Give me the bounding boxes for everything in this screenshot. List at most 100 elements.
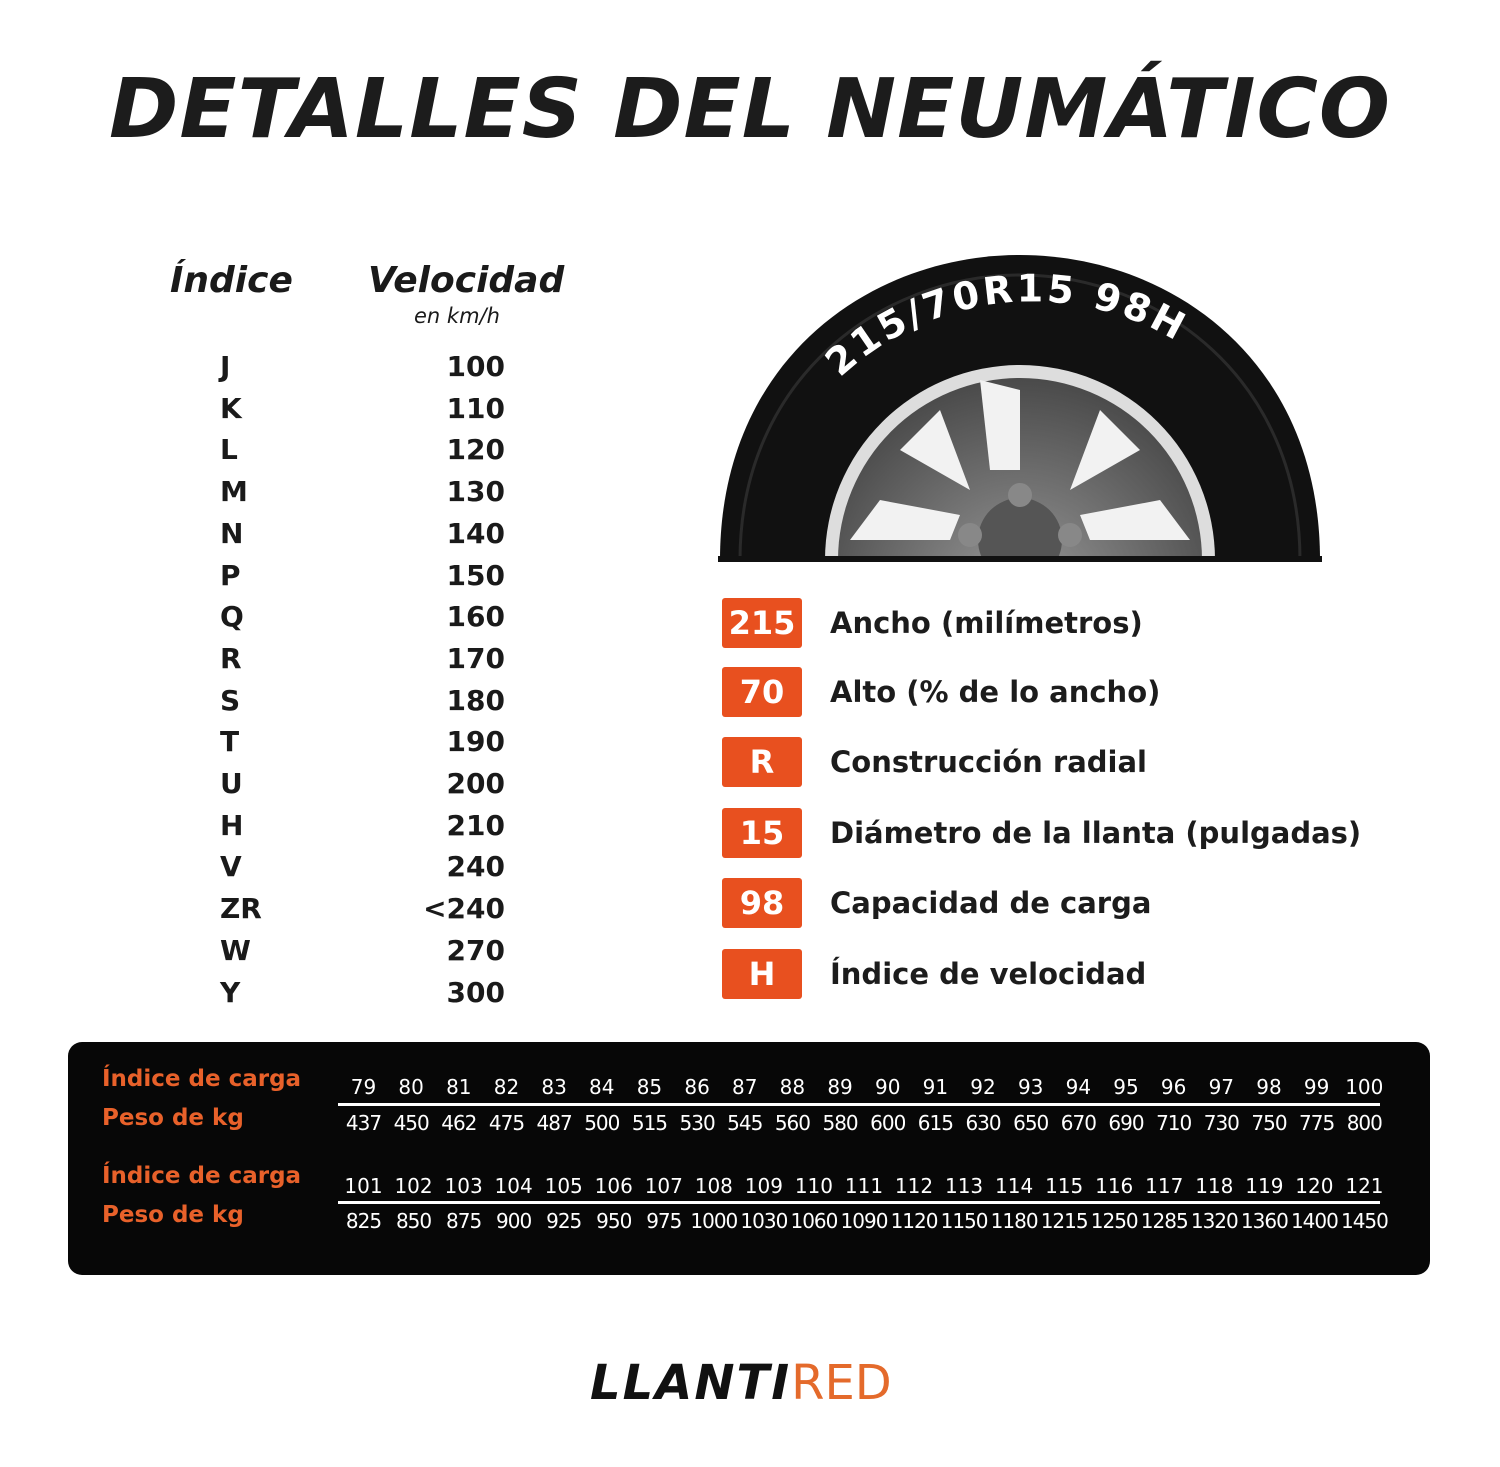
speed-index-header: Índice <box>170 260 293 301</box>
weight-value: 462 <box>441 1111 477 1135</box>
load-index-value: 79 <box>350 1075 377 1099</box>
weight-value: 800 <box>1346 1111 1383 1135</box>
code-badge: 215 <box>722 598 802 648</box>
speed-value: 150 <box>446 558 505 592</box>
load-index-value: 115 <box>1045 1174 1084 1198</box>
speed-row: W 270 <box>0 934 620 976</box>
weight-value: 600 <box>870 1111 906 1135</box>
weight-value: 1180 <box>990 1209 1039 1233</box>
code-badge: 15 <box>722 808 802 858</box>
weight-label: Peso de kg <box>102 1202 244 1228</box>
legend-item: R Construcción radial <box>722 737 1147 787</box>
load-index-value: 94 <box>1065 1075 1092 1099</box>
speed-index: M <box>220 475 248 509</box>
load-index-value: 96 <box>1160 1075 1187 1099</box>
code-badge: 98 <box>722 878 802 928</box>
load-index-value: 113 <box>944 1174 984 1198</box>
weight-value: 975 <box>646 1209 682 1233</box>
weight-value: 580 <box>822 1111 858 1135</box>
speed-index: R <box>220 641 242 675</box>
speed-value: 100 <box>446 350 505 383</box>
weight-value: 1120 <box>890 1209 939 1233</box>
legend-label: Construcción radial <box>830 745 1147 779</box>
load-index-value: 116 <box>1095 1174 1134 1198</box>
speed-value: 130 <box>446 475 505 509</box>
code-badge: H <box>722 949 802 999</box>
speed-row: ZR <240 <box>0 892 620 934</box>
weight-value: 1250 <box>1090 1209 1139 1233</box>
weight-value: 530 <box>679 1111 716 1135</box>
speed-index: U <box>220 767 243 800</box>
legend-label: Índice de velocidad <box>830 957 1147 991</box>
weight-value: 450 <box>393 1111 430 1135</box>
logo-text-orange: RED <box>791 1355 892 1411</box>
load-index-value: 114 <box>995 1174 1034 1198</box>
speed-value: 270 <box>446 933 505 967</box>
load-index-value: 89 <box>827 1075 853 1099</box>
load-index-value: 84 <box>589 1075 615 1099</box>
weight-value: 1400 <box>1290 1209 1339 1233</box>
weight-value: 1060 <box>790 1209 838 1233</box>
load-index-value: 101 <box>344 1174 383 1198</box>
load-index-value: 80 <box>398 1075 424 1099</box>
speed-row: J 100 <box>0 350 620 392</box>
divider <box>338 1103 1380 1106</box>
load-index-value: 109 <box>744 1174 783 1198</box>
speed-row: Y 300 <box>0 976 620 1018</box>
weight-value: 560 <box>774 1111 811 1135</box>
divider <box>338 1201 1380 1204</box>
weight-row: 437 450 462 475 487 500 515 530 545 560 580 600 615 6… <box>340 1111 1388 1135</box>
speed-row: V 240 <box>0 850 620 892</box>
weight-value: 630 <box>965 1111 1001 1135</box>
load-index-value: 118 <box>1195 1174 1234 1198</box>
load-index-row: 101 102 103 104 105 106 107 108 109 110 111 112 113 1… <box>340 1174 1388 1198</box>
load-index-value: 102 <box>394 1174 433 1198</box>
load-index-value: 86 <box>684 1075 710 1099</box>
speed-unit: en km/h <box>414 304 500 328</box>
speed-value: 300 <box>446 975 505 1009</box>
load-index-value: 87 <box>732 1075 758 1099</box>
load-index-value: 97 <box>1208 1075 1235 1099</box>
llantired-logo: LLANTIRED <box>590 1355 892 1411</box>
load-index-panel: Índice de carga Peso de kg Índice de car… <box>68 1042 1430 1275</box>
speed-index: K <box>220 391 242 425</box>
speed-index: S <box>220 683 241 717</box>
legend-item: 215 Ancho (milímetros) <box>722 598 1143 648</box>
weight-value: 437 <box>345 1111 382 1135</box>
load-index-value: 111 <box>844 1174 884 1198</box>
code-badge: R <box>722 737 802 787</box>
speed-row: T 190 <box>0 725 620 767</box>
weight-value: 775 <box>1299 1111 1335 1135</box>
legend-item: 15 Diámetro de la llanta (pulgadas) <box>722 808 1361 858</box>
speed-value: 120 <box>446 433 505 467</box>
weight-value: 900 <box>496 1209 532 1233</box>
speed-index: V <box>220 850 242 884</box>
load-index-value: 92 <box>970 1075 996 1099</box>
speed-index: P <box>220 558 241 592</box>
weight-value: 925 <box>546 1209 582 1233</box>
load-index-value: 104 <box>494 1174 533 1198</box>
weight-value: 1150 <box>940 1209 989 1233</box>
speed-value: 110 <box>446 391 505 425</box>
speed-row: U 200 <box>0 767 620 809</box>
tire-illustration: 215/70R15 98H <box>700 240 1340 755</box>
speed-value: <240 <box>423 892 505 926</box>
weight-value: 1215 <box>1040 1209 1089 1233</box>
speed-value: 170 <box>446 641 505 675</box>
load-index-value: 107 <box>644 1174 683 1198</box>
weight-value: 500 <box>584 1111 620 1135</box>
weight-value: 1450 <box>1340 1209 1389 1233</box>
load-index-row: 79 80 81 82 83 84 85 86 87 88 89 90 91 92 93 94 95 96 97 98… <box>340 1075 1388 1099</box>
load-index-value: 108 <box>694 1174 733 1198</box>
speed-index: Y <box>220 975 241 1009</box>
weight-row: 825 850 875 900 925 950 975 1000 1030 1060 1090 112… <box>340 1209 1389 1233</box>
legend-item: H Índice de velocidad <box>722 949 1146 999</box>
speed-index: ZR <box>220 892 262 926</box>
weight-value: 690 <box>1108 1111 1144 1135</box>
legend-label: Capacidad de carga <box>830 886 1152 920</box>
speed-value: 240 <box>446 850 505 884</box>
speed-value: 140 <box>446 516 505 550</box>
speed-row: N 140 <box>0 517 620 559</box>
load-index-value: 103 <box>444 1174 483 1198</box>
load-index-value: 106 <box>594 1174 633 1198</box>
